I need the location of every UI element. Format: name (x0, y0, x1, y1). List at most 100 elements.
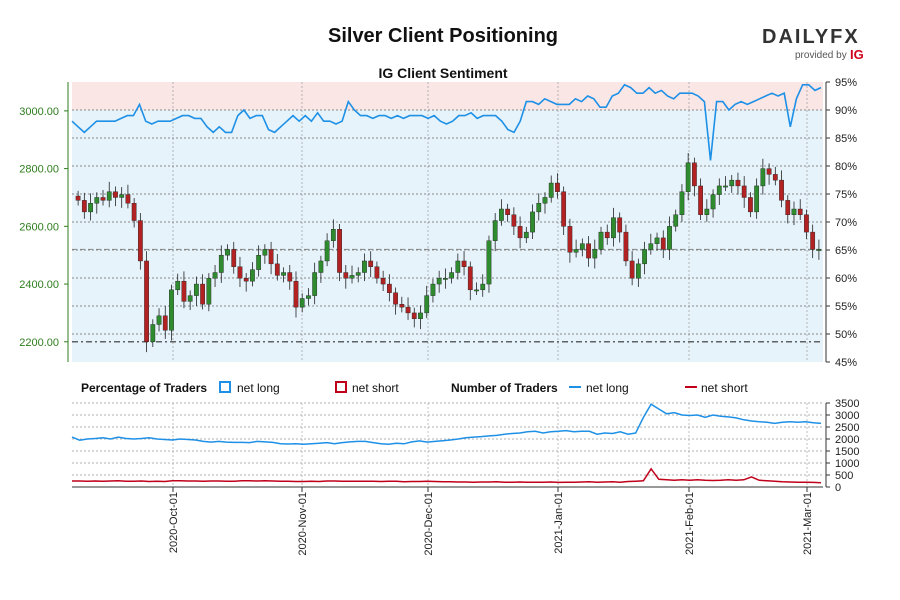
candle-body (542, 197, 548, 204)
candle-body (306, 295, 311, 299)
candle-body (754, 185, 760, 213)
legend-percentage-heading: Percentage of Traders (81, 381, 207, 395)
percentage-axis: 45% 50% 55% 60% 65% 70% 75% 80% 85% 90% 95% (825, 77, 857, 369)
candle-body (573, 249, 579, 253)
candle-body (548, 182, 554, 198)
candle-body (88, 203, 93, 213)
count-tick-label: 3500 (835, 398, 859, 410)
candle-body (399, 304, 405, 308)
percentage-tick-label: 75% (835, 189, 857, 201)
candle-body (250, 269, 255, 282)
candle-body (368, 260, 374, 267)
candle-body (212, 272, 218, 279)
candle-body (299, 298, 305, 308)
candle-body (623, 231, 629, 262)
candle-body (418, 312, 423, 319)
candle-body (766, 168, 772, 175)
candle-body (106, 191, 112, 201)
candle-body (642, 249, 647, 265)
main-gridlines (72, 82, 823, 362)
candle-body (337, 229, 342, 273)
legend-net-short-square-icon (335, 381, 347, 393)
candle-body (218, 254, 224, 273)
candle-body (673, 214, 679, 227)
candle-body (486, 240, 492, 285)
percentage-tick-label: 85% (835, 133, 857, 145)
date-tick-label: 2021-Feb-01 (684, 492, 696, 555)
net-long-percentage-line (71, 83, 822, 161)
count-tick-label: 1500 (835, 446, 859, 458)
candle-body (125, 194, 131, 204)
candle-body (343, 272, 349, 279)
candle-body (449, 272, 454, 279)
candle-body (386, 283, 392, 293)
candle-body (785, 200, 791, 215)
candle-body (592, 249, 598, 259)
legend-net-long-square-icon (219, 381, 231, 393)
price-tick-label: 2200.00 (19, 337, 59, 349)
candle-body (194, 283, 199, 296)
candle-body (75, 195, 81, 201)
candle-body (530, 211, 535, 233)
brand-wordmark: DAILYFX (762, 26, 860, 48)
candle-body (100, 197, 106, 201)
candle-body (779, 179, 784, 201)
candle-body (162, 315, 168, 331)
candle-body (810, 231, 816, 250)
legend-pct-net-long: net long (237, 381, 280, 395)
candle-body (685, 162, 691, 192)
brand-provided-by: provided by (795, 50, 847, 61)
percentage-tick-label: 55% (835, 301, 857, 313)
candle-body (804, 214, 809, 233)
candle-body (604, 231, 610, 239)
chart-title: Silver Client Positioning (328, 25, 558, 47)
candle-body (256, 254, 262, 270)
candle-body (492, 220, 498, 241)
candle-body (274, 263, 280, 276)
candle-body (393, 292, 398, 305)
percentage-tick-label: 70% (835, 217, 857, 229)
candle-body (237, 266, 243, 279)
count-tick-label: 2500 (835, 422, 859, 434)
date-tick-label: 2020-Nov-01 (297, 492, 309, 556)
legend-number-heading: Number of Traders (451, 381, 558, 395)
percentage-tick-label: 60% (835, 273, 857, 285)
sentiment-panel: 2200.00 2400.00 2600.00 2800.00 3000.00 45% 5… (19, 77, 857, 369)
percentage-tick-label: 95% (835, 77, 857, 89)
candle-body (411, 312, 417, 319)
candle-body (131, 203, 137, 221)
candle-body (579, 243, 585, 250)
short-sentiment-zone (72, 82, 823, 110)
candle-body (268, 249, 274, 265)
candle-body (349, 275, 355, 279)
date-tick-label: 2021-Jan-01 (553, 492, 565, 554)
candle-body (723, 185, 728, 188)
candle-body (467, 266, 473, 291)
candle-body (667, 226, 672, 250)
candle-body (679, 191, 685, 215)
candle-body (231, 249, 237, 267)
price-tick-label: 2400.00 (19, 279, 59, 291)
candle-body (281, 272, 286, 276)
candle-body (561, 191, 567, 227)
legend-num-net-long: net long (586, 381, 629, 395)
candle-body (797, 208, 803, 215)
candle-body (741, 185, 747, 198)
candle-body (474, 289, 479, 292)
candle-body (505, 208, 511, 215)
candle-body (262, 249, 268, 256)
candle-body (156, 315, 162, 325)
price-tick-label: 2600.00 (19, 221, 59, 233)
percentage-tick-label: 50% (835, 329, 857, 341)
candle-body (169, 289, 174, 331)
candle-body (567, 226, 573, 253)
percentage-tick-label: 65% (835, 245, 857, 257)
candle-body (791, 208, 797, 215)
candle-body (499, 208, 504, 221)
candle-body (200, 283, 205, 305)
candle-body (704, 208, 710, 215)
net-short-count-line (72, 467, 822, 484)
net-long-count-line (71, 403, 822, 446)
